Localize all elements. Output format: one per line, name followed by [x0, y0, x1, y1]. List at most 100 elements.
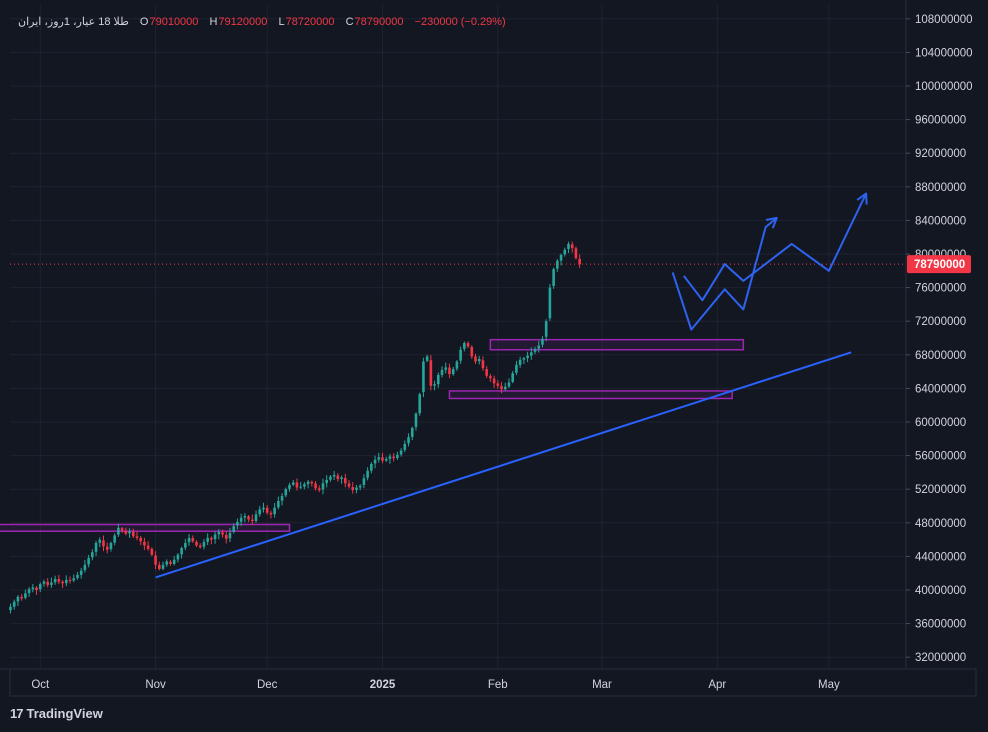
- high-value: 79120000: [218, 16, 268, 28]
- y-tick-label: 44000000: [915, 551, 966, 563]
- candle-body: [530, 352, 533, 356]
- candle-body: [195, 541, 198, 546]
- candle-body: [217, 532, 221, 535]
- candle-body: [470, 346, 474, 357]
- candle-body: [317, 488, 321, 491]
- candle-body: [332, 474, 336, 477]
- candle-body: [306, 481, 310, 485]
- candle-body: [269, 512, 273, 515]
- candle-body: [124, 530, 128, 534]
- candle-body: [403, 443, 407, 451]
- candle-body: [9, 606, 12, 611]
- candle-body: [466, 343, 470, 347]
- candle-body: [79, 570, 83, 575]
- candle-body: [366, 470, 369, 478]
- y-tick-label: 52000000: [915, 484, 966, 496]
- open-label: O: [139, 16, 149, 28]
- candle-body: [329, 476, 332, 480]
- candle-body: [355, 487, 358, 490]
- x-tick-label: Oct: [31, 679, 50, 691]
- candle-body: [481, 360, 485, 369]
- candle-body: [474, 356, 477, 362]
- x-tick-label: Dec: [257, 679, 278, 691]
- candle-body: [232, 526, 235, 533]
- projection-path-2-arrowhead: [856, 192, 868, 205]
- candle-body: [228, 532, 232, 539]
- candle-body: [396, 454, 399, 459]
- candle-body: [98, 539, 102, 543]
- candle-body: [94, 542, 98, 552]
- candlesticks: [9, 241, 581, 614]
- y-tick-label: 96000000: [915, 115, 966, 127]
- candle-body: [407, 437, 410, 444]
- candle-body: [336, 475, 340, 480]
- candle-body: [526, 355, 529, 358]
- candle-body: [176, 554, 180, 560]
- candle-body: [46, 581, 49, 585]
- candle-body: [496, 383, 500, 386]
- candle-body: [254, 514, 258, 521]
- candle-body: [399, 450, 403, 455]
- low-value: 78720000: [285, 16, 335, 28]
- grid-lines: [10, 5, 906, 669]
- price-zone: [448, 390, 733, 400]
- candle-body: [42, 581, 46, 584]
- candle-body: [265, 507, 269, 513]
- candle-body: [351, 487, 355, 491]
- candle-body: [567, 243, 570, 249]
- candle-body: [117, 527, 120, 535]
- candle-body: [224, 535, 228, 539]
- candle-body: [574, 248, 578, 259]
- candle-body: [288, 485, 291, 489]
- candle-body: [247, 516, 250, 520]
- x-tick-label: Feb: [488, 679, 508, 691]
- candle-body: [105, 546, 109, 550]
- candle-body: [578, 258, 581, 265]
- candle-body: [169, 561, 172, 564]
- candle-body: [24, 593, 27, 598]
- brand-name: TradingView: [26, 706, 103, 721]
- candle-body: [131, 531, 135, 537]
- candle-body: [489, 376, 492, 379]
- low-label: L: [278, 16, 285, 28]
- candle-body: [384, 458, 388, 461]
- candle-body: [358, 485, 362, 488]
- symbol-legend: طلا 18 عیار، 1روز، ایران O79010000 H7912…: [18, 15, 514, 28]
- candle-body: [135, 536, 139, 538]
- tradingview-brand[interactable]: 17 TradingView: [10, 706, 103, 721]
- candle-body: [91, 552, 94, 558]
- change-value: −230000 (−0.29%): [414, 16, 506, 28]
- candle-body: [455, 361, 459, 369]
- y-tick-label: 76000000: [915, 283, 966, 295]
- candle-body: [213, 534, 217, 540]
- candle-body: [172, 559, 176, 564]
- candle-body: [392, 456, 395, 459]
- y-tick-label: 48000000: [915, 518, 966, 530]
- candle-body: [548, 287, 552, 319]
- drawn-lines: [10, 192, 906, 579]
- candle-body: [362, 478, 366, 485]
- candle-body: [377, 457, 381, 460]
- candle-body: [139, 537, 142, 542]
- candle-body: [444, 367, 448, 370]
- candle-body: [50, 582, 53, 585]
- candle-body: [16, 596, 20, 602]
- y-tick-label: 108000000: [915, 14, 973, 26]
- candle-body: [559, 254, 563, 261]
- candle-body: [503, 386, 507, 390]
- candle-body: [180, 548, 183, 555]
- candle-body: [128, 531, 131, 534]
- last-price-label: 78790000: [914, 259, 965, 271]
- candle-body: [236, 521, 239, 526]
- candle-body: [451, 369, 455, 375]
- candle-body: [347, 483, 351, 487]
- candle-body: [518, 359, 522, 365]
- candle-body: [500, 385, 503, 390]
- candle-body: [507, 382, 511, 387]
- tradingview-logo-icon: 17: [10, 706, 24, 721]
- last-price-tag: [907, 255, 971, 274]
- projection-path-1: [671, 217, 778, 331]
- price-zone: [489, 338, 745, 351]
- candle-body: [295, 482, 299, 488]
